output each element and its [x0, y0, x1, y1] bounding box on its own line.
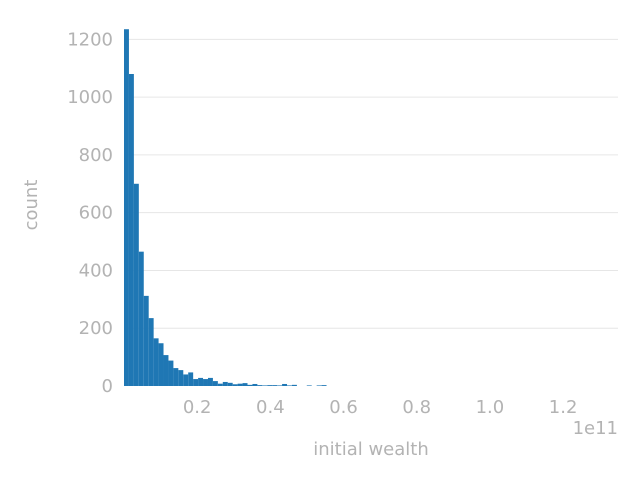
histogram-bar	[143, 295, 149, 386]
histogram-bar	[306, 385, 312, 386]
x-tick-label: 0.4	[256, 397, 285, 418]
y-axis-label: count	[21, 180, 42, 231]
histogram-bar	[242, 383, 248, 386]
histogram-bar	[267, 385, 273, 386]
histogram-bar	[193, 379, 199, 386]
x-tick-label: 1.0	[476, 397, 505, 418]
histogram-bar	[163, 355, 169, 386]
y-tick-label: 1000	[67, 87, 113, 108]
y-tick-label: 600	[79, 203, 113, 224]
histogram-bar	[138, 251, 144, 386]
histogram-bar	[212, 381, 218, 386]
x-tick-labels: 0.2 0.4 0.6 0.8 1.0 1.2	[183, 397, 578, 418]
x-tick-label: 0.8	[402, 397, 431, 418]
histogram-bar	[227, 382, 233, 386]
histogram-bar	[287, 385, 292, 386]
histogram-bar	[291, 384, 297, 386]
x-tick-label: 0.6	[329, 397, 358, 418]
x-offset-label: 1e11	[573, 418, 618, 439]
histogram-bar	[237, 383, 243, 386]
histogram-bar	[203, 379, 208, 386]
x-tick-label: 1.2	[549, 397, 578, 418]
y-tick-label: 0	[102, 376, 113, 397]
histogram-bar	[321, 385, 327, 386]
y-tick-label: 400	[79, 260, 113, 281]
y-tick-labels: 0 200 400 600 800 1000 1200	[67, 29, 113, 397]
x-axis-label: initial wealth	[313, 439, 429, 460]
histogram-bar	[158, 343, 164, 386]
histogram-bar	[252, 383, 258, 386]
histogram-bar	[153, 338, 159, 386]
histogram-bar	[277, 385, 283, 386]
grid-lines	[124, 38, 618, 329]
x-tick-label: 0.2	[183, 397, 212, 418]
histogram-bar	[272, 385, 278, 386]
y-tick-label: 200	[79, 318, 113, 339]
y-tick-label: 1200	[67, 29, 113, 50]
histogram-bars	[124, 29, 327, 386]
histogram-bar	[316, 385, 322, 386]
histogram-bar	[148, 318, 154, 386]
histogram-bar	[257, 385, 263, 386]
histogram-bar	[183, 374, 189, 386]
histogram-bar	[178, 370, 184, 386]
histogram-bar	[173, 368, 179, 386]
histogram-bar	[222, 381, 228, 386]
histogram-bar	[207, 377, 213, 386]
histogram-bar	[217, 383, 223, 386]
histogram-bar	[133, 183, 139, 386]
histogram-bar	[247, 384, 253, 386]
histogram-bar	[168, 360, 174, 386]
histogram-bar	[262, 385, 268, 386]
histogram-bar	[232, 384, 238, 386]
y-tick-label: 800	[79, 145, 113, 166]
histogram-bar	[188, 372, 194, 386]
histogram-bar	[128, 74, 134, 386]
histogram-bar	[124, 29, 129, 386]
histogram-bar	[198, 377, 204, 386]
histogram-bar	[282, 383, 288, 386]
